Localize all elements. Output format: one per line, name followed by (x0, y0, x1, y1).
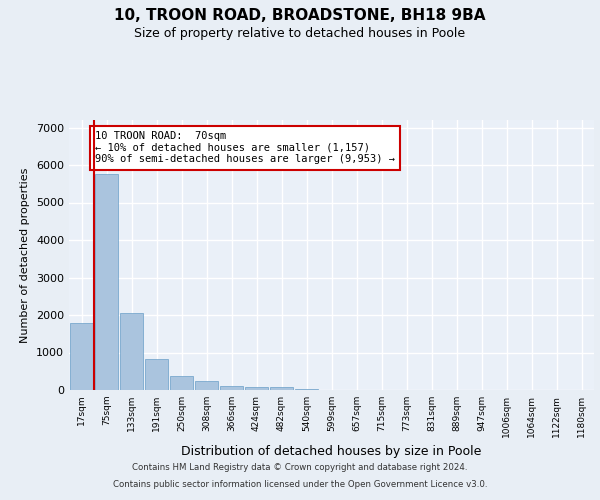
Bar (269, 388, 293, 390)
Bar (295, 389, 319, 390)
Bar (70, 322, 94, 390)
Y-axis label: Number of detached properties: Number of detached properties (20, 168, 31, 342)
Bar (95, 174, 118, 390)
Bar (194, 381, 218, 390)
Text: Contains public sector information licensed under the Open Government Licence v3: Contains public sector information licen… (113, 480, 487, 489)
Text: 10, TROON ROAD, BROADSTONE, BH18 9BA: 10, TROON ROAD, BROADSTONE, BH18 9BA (114, 8, 486, 22)
Bar (170, 376, 193, 390)
Text: 10 TROON ROAD:  70sqm
← 10% of detached houses are smaller (1,157)
90% of semi-d: 10 TROON ROAD: 70sqm ← 10% of detached h… (95, 131, 395, 164)
Bar (119, 313, 143, 390)
Bar (220, 386, 244, 390)
Text: Contains HM Land Registry data © Crown copyright and database right 2024.: Contains HM Land Registry data © Crown c… (132, 464, 468, 472)
X-axis label: Distribution of detached houses by size in Poole: Distribution of detached houses by size … (181, 446, 482, 458)
Text: Size of property relative to detached houses in Poole: Size of property relative to detached ho… (134, 28, 466, 40)
Bar (145, 359, 169, 390)
Bar (245, 386, 268, 390)
